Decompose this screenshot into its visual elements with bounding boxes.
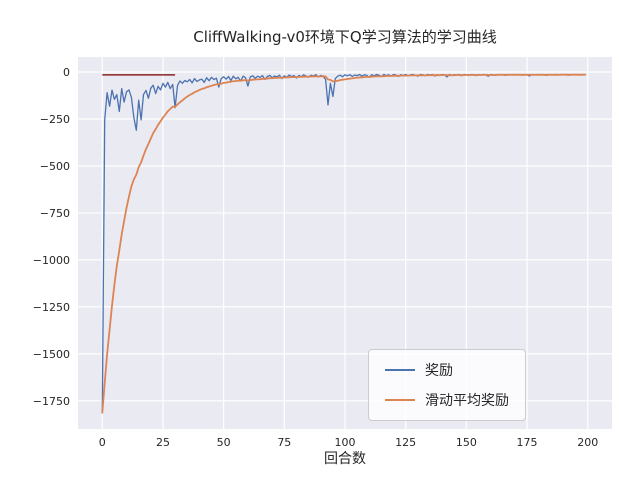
x-tick-label: 150	[456, 436, 477, 449]
x-tick-label: 0	[99, 436, 106, 449]
x-tick-label: 175	[517, 436, 538, 449]
y-tick-label: −1500	[33, 348, 70, 361]
legend: 奖励 滑动平均奖励	[368, 349, 526, 421]
y-tick-label: 0	[63, 66, 70, 79]
reward-line-swatch	[385, 369, 415, 371]
y-tick-label: −1750	[33, 395, 70, 408]
x-tick-label: 25	[156, 436, 170, 449]
chart-title: CliffWalking-v0环境下Q学习算法的学习曲线	[193, 28, 497, 46]
x-tick-label: 50	[217, 436, 231, 449]
legend-label-moving-average: 滑动平均奖励	[425, 393, 509, 409]
legend-label-reward: 奖励	[425, 363, 453, 379]
x-axis-label: 回合数	[324, 451, 366, 467]
y-tick-label: −250	[40, 113, 70, 126]
x-tick-label: 200	[577, 436, 598, 449]
x-tick-label: 125	[395, 436, 416, 449]
y-tick-label: −500	[40, 160, 70, 173]
y-tick-label: −750	[40, 207, 70, 220]
legend-entry-moving-average: 滑动平均奖励	[385, 390, 509, 410]
y-tick-label: −1250	[33, 301, 70, 314]
legend-entry-reward: 奖励	[385, 360, 509, 380]
x-tick-label: 75	[277, 436, 291, 449]
x-tick-label: 100	[335, 436, 356, 449]
moving-average-line-swatch	[385, 399, 415, 401]
y-tick-label: −1000	[33, 254, 70, 267]
series-line-1	[101, 73, 587, 414]
